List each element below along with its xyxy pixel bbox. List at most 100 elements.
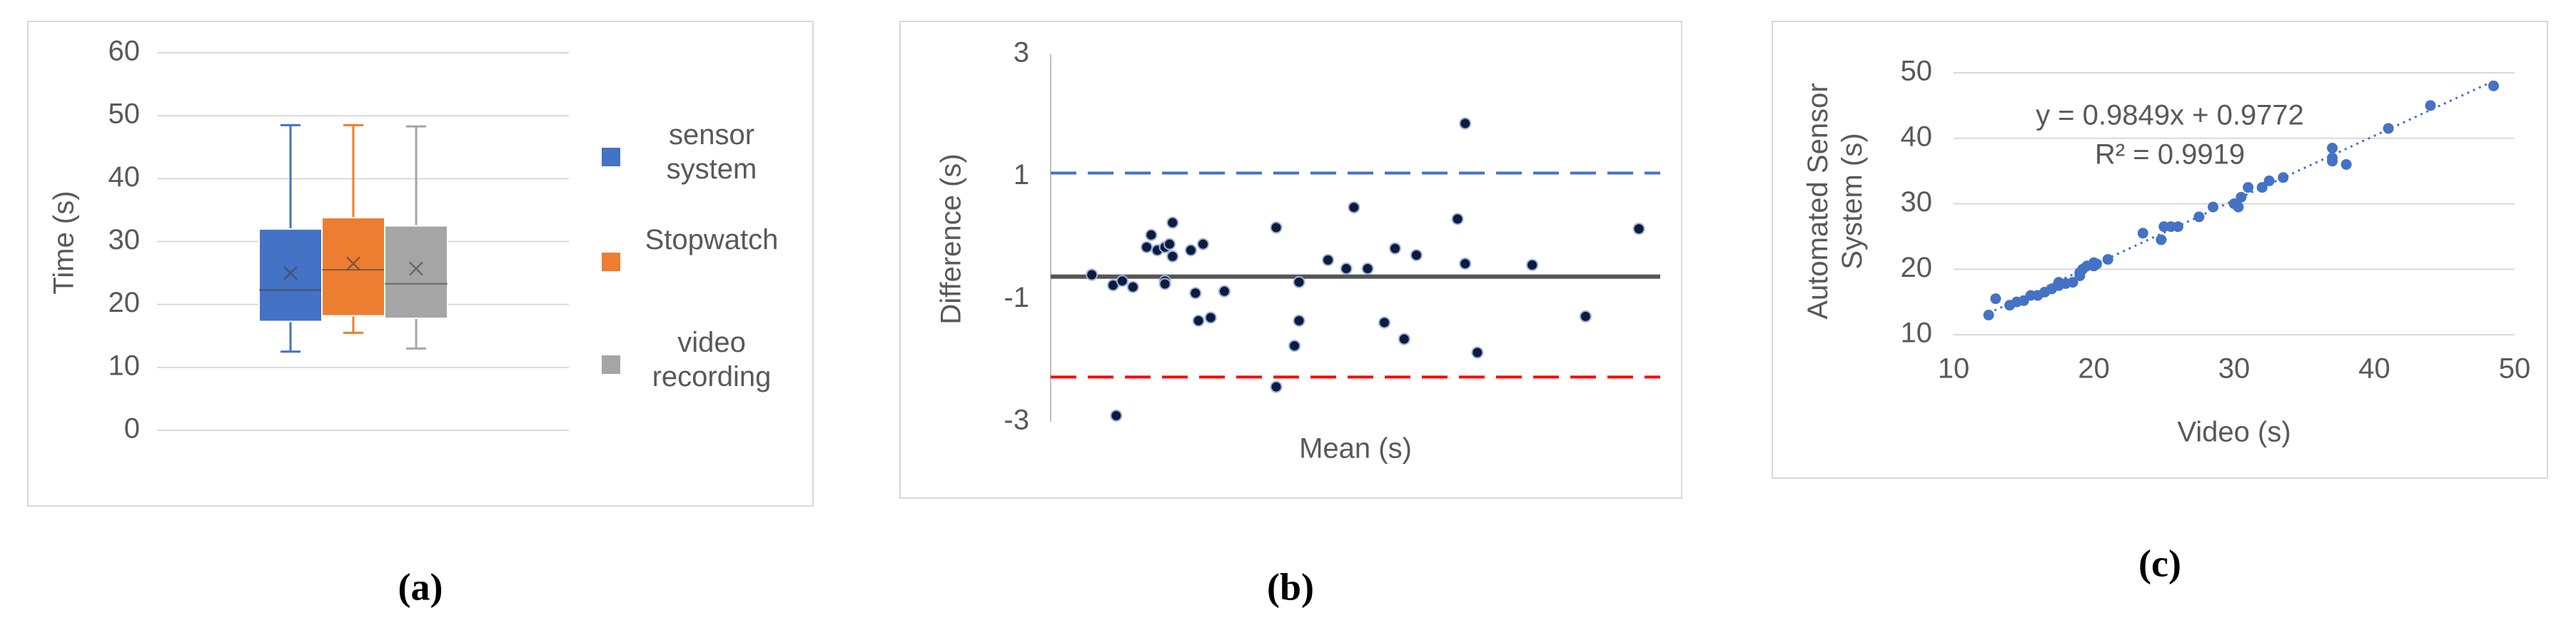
y-tick-label: 3: [1014, 37, 1029, 69]
x-tick-label: 50: [2499, 353, 2531, 385]
y-tick-label: 0: [124, 413, 140, 445]
data-point: [1141, 240, 1153, 253]
data-point: [2233, 201, 2244, 213]
data-point: [1459, 258, 1472, 270]
data-point: [2236, 191, 2247, 203]
x-axis-label: Mean (s): [1299, 433, 1412, 465]
data-point: [2067, 277, 2079, 288]
y-tick-label: 60: [108, 36, 141, 67]
data-point: [1270, 221, 1283, 234]
y-tick-label: -1: [1004, 282, 1029, 313]
data-point: [2156, 234, 2167, 245]
mean-marker: [409, 261, 423, 276]
trendline-equation: y = 0.9849x + 0.9772: [2036, 100, 2304, 131]
data-point: [1398, 333, 1410, 345]
panel-caption: (a): [398, 565, 443, 608]
data-point: [1197, 238, 1209, 250]
data-point: [1166, 250, 1179, 263]
data-point: [1270, 380, 1283, 393]
y-axis-label: Time (s): [49, 191, 80, 294]
y-tick-label: 20: [1901, 252, 1933, 283]
x-tick-label: 10: [1938, 353, 1970, 385]
data-point: [2425, 100, 2436, 111]
data-point: [1990, 293, 2001, 305]
box: [258, 228, 323, 323]
y-tick-label: 50: [1901, 56, 1933, 87]
legend-swatch: [602, 148, 620, 166]
y-tick-label: 10: [1901, 318, 1933, 349]
data-point: [2172, 221, 2183, 233]
data-point: [1322, 253, 1335, 266]
data-point: [1632, 223, 1645, 236]
y-tick-label: 1: [1014, 159, 1029, 191]
data-point: [1526, 258, 1539, 271]
data-point: [1218, 285, 1231, 298]
data-point: [1145, 228, 1158, 241]
panel-frame: [27, 21, 814, 507]
data-point: [1471, 346, 1484, 359]
legend-label: Stopwatch: [645, 224, 779, 255]
data-point: [1110, 409, 1123, 422]
legend-label: video recording: [652, 327, 772, 392]
data-point: [1983, 309, 1994, 320]
box: [321, 216, 385, 317]
y-tick-label: 50: [108, 98, 141, 130]
data-point: [1166, 216, 1179, 229]
panel-frame: [899, 21, 1682, 499]
data-point: [2193, 211, 2205, 223]
y-tick-label: 20: [108, 287, 141, 318]
data-point: [2327, 143, 2338, 154]
data-point: [1288, 340, 1301, 353]
data-point: [1451, 213, 1464, 226]
data-point: [1348, 201, 1360, 214]
legend-swatch: [602, 253, 620, 271]
data-point: [2137, 228, 2148, 239]
data-point: [1361, 262, 1374, 275]
data-point: [1340, 262, 1353, 275]
data-point: [1410, 249, 1423, 262]
data-point: [2278, 172, 2289, 183]
legend-swatch: [602, 355, 620, 374]
mean-marker: [346, 256, 360, 271]
data-point: [1126, 280, 1139, 293]
data-point: [1459, 117, 1472, 130]
data-point: [2102, 253, 2113, 265]
data-point: [2243, 182, 2254, 193]
y-axis-label: Automated Sensor System (s): [1802, 83, 1868, 320]
y-tick-label: 40: [1901, 121, 1933, 152]
box: [384, 225, 448, 320]
data-point: [1293, 275, 1305, 288]
mean-marker: [283, 265, 298, 280]
data-point: [1204, 311, 1217, 324]
data-point: [1189, 287, 1202, 300]
data-point: [1184, 244, 1197, 257]
data-point: [2263, 175, 2275, 186]
data-point: [2091, 258, 2102, 270]
data-point: [1293, 314, 1305, 327]
data-point: [1158, 278, 1171, 290]
y-tick-label: 10: [108, 350, 141, 381]
panel-frame: [1772, 21, 2548, 479]
data-point: [1579, 310, 1592, 323]
data-point: [2327, 152, 2338, 163]
trendline-r2: R² = 0.9919: [2095, 139, 2245, 171]
data-point: [1378, 316, 1391, 329]
data-point: [2488, 80, 2500, 91]
data-point: [1116, 275, 1128, 288]
x-tick-label: 30: [2218, 353, 2251, 385]
x-tick-label: 20: [2078, 353, 2110, 385]
data-point: [1086, 268, 1098, 281]
data-point: [1163, 238, 1176, 250]
data-point: [2340, 158, 2352, 170]
data-point: [1192, 314, 1205, 327]
data-point: [2256, 182, 2268, 193]
legend-label: sensor system: [666, 119, 757, 185]
panel-caption: (c): [2138, 542, 2181, 584]
y-axis-label: Difference (s): [936, 153, 967, 324]
data-point: [2208, 201, 2219, 213]
y-tick-label: -3: [1004, 405, 1029, 436]
x-axis-label: Video (s): [2177, 417, 2290, 448]
y-tick-label: 30: [108, 224, 141, 255]
data-point: [1389, 242, 1402, 255]
